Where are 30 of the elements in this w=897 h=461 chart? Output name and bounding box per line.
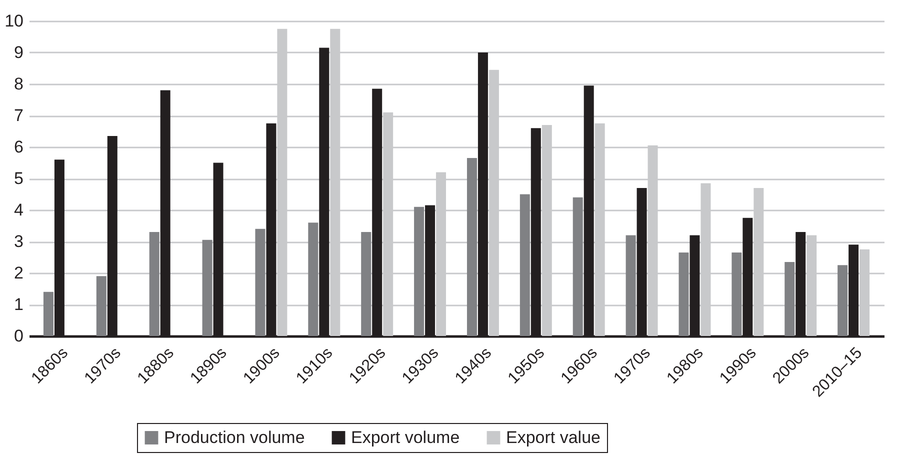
y-tick-label: 6 bbox=[14, 138, 24, 156]
legend-label: Export value bbox=[506, 428, 600, 447]
bar bbox=[784, 262, 795, 336]
bar bbox=[732, 252, 742, 336]
legend-label: Export volume bbox=[351, 428, 460, 447]
bar bbox=[361, 232, 372, 336]
y-tick-label: 10 bbox=[4, 12, 24, 30]
bar bbox=[572, 197, 583, 336]
bar bbox=[466, 158, 477, 336]
y-tick-label: 4 bbox=[14, 200, 24, 220]
legend-label: Production volume bbox=[164, 428, 305, 447]
bar bbox=[626, 235, 636, 336]
bar bbox=[96, 276, 106, 336]
bar bbox=[838, 265, 848, 336]
y-tick-label: 8 bbox=[14, 74, 24, 94]
y-tick-label: 1 bbox=[14, 295, 24, 314]
y-tick-label: 3 bbox=[14, 232, 24, 251]
bar bbox=[43, 292, 54, 336]
bar bbox=[308, 222, 318, 336]
y-tick-label: 7 bbox=[14, 106, 24, 125]
bar bbox=[202, 240, 212, 336]
bar bbox=[520, 194, 530, 336]
bar bbox=[149, 232, 160, 336]
bar bbox=[255, 228, 266, 336]
bar bbox=[414, 206, 424, 336]
y-tick-label: 2 bbox=[14, 264, 24, 282]
y-tick-label: 0 bbox=[14, 326, 24, 346]
bar bbox=[678, 252, 689, 336]
y-tick-label: 9 bbox=[14, 43, 24, 62]
y-tick-label: 5 bbox=[14, 169, 24, 188]
